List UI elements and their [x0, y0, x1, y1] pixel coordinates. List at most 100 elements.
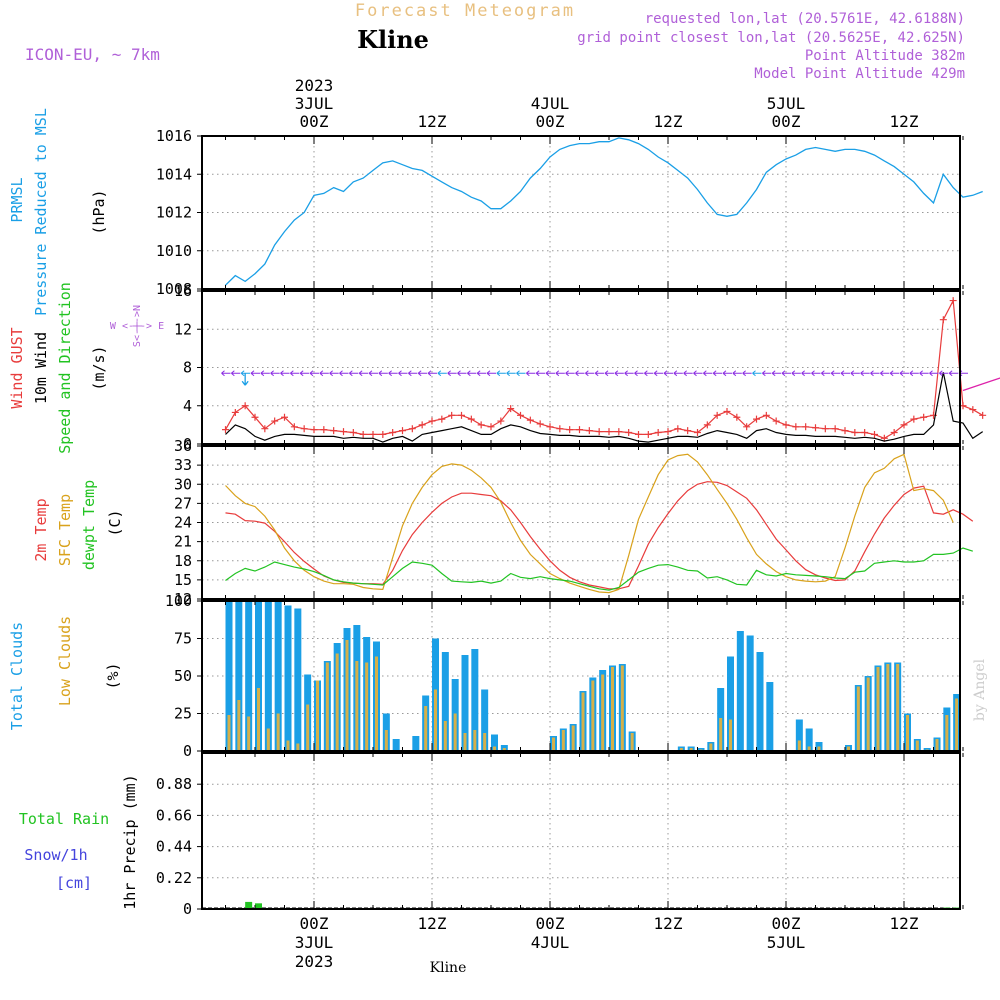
pressure-unit: (hPa)	[90, 189, 108, 234]
bottom-day-2: 4JUL	[531, 933, 570, 952]
gust-point	[841, 427, 849, 435]
gust-point	[487, 423, 495, 431]
bottom-year: 2023	[295, 952, 334, 971]
top-day-3: 5JUL	[767, 94, 806, 113]
wind-direction-arrow	[811, 370, 821, 377]
wind-unit: (m/s)	[90, 345, 108, 390]
wind-direction-arrow	[319, 370, 329, 377]
gust-point	[369, 430, 377, 438]
gust-point	[467, 415, 475, 423]
watermark: by Angel	[972, 658, 988, 721]
bottom-hour-6: 12Z	[890, 914, 919, 933]
precip-snow-label: Snow/1h	[24, 846, 87, 864]
gust-point	[399, 427, 406, 435]
wind-direction-arrow	[683, 370, 693, 377]
bottom-hour-1: 00Z	[300, 914, 329, 933]
gust-point	[300, 425, 308, 433]
wind-direction-arrow	[368, 370, 378, 377]
gust-point	[674, 425, 682, 433]
low-cloud-bar	[896, 664, 900, 751]
wind-direction-arrow	[762, 370, 772, 377]
gust-point	[654, 429, 662, 437]
wind-direction-arrow	[703, 370, 713, 377]
bottom-day-1: 3JUL	[295, 933, 334, 952]
wind-direction-arrow	[781, 370, 791, 377]
gust-point	[733, 413, 741, 421]
rain-bar	[255, 903, 262, 909]
gust-point	[281, 413, 288, 421]
wind-direction-arrow	[962, 377, 1000, 392]
gust-point	[694, 429, 701, 437]
gust-point	[595, 428, 603, 436]
low-cloud-bar	[286, 740, 290, 751]
gust-point	[871, 430, 878, 438]
y-tick-label: 27	[174, 494, 192, 512]
wind-direction-arrow	[880, 370, 890, 377]
y-tick-label: 100	[165, 592, 192, 610]
wind-direction-arrow	[712, 370, 723, 377]
wind-direction-arrow	[801, 370, 811, 377]
gust-point	[635, 430, 642, 438]
gust-point	[585, 427, 593, 435]
wind-direction-arrow	[388, 370, 398, 377]
wind-direction-arrow	[457, 370, 467, 377]
low-cloud-bar	[296, 743, 300, 751]
low-cloud-bar	[620, 665, 624, 751]
low-cloud-bar	[591, 680, 595, 751]
precip-rain-label: Total Rain	[19, 810, 109, 828]
low-cloud-bar	[886, 664, 890, 751]
bottom-hour-4: 12Z	[654, 914, 683, 933]
y-tick-label: 0.44	[156, 838, 192, 856]
gust-point	[939, 316, 947, 324]
wind-direction-arrow	[358, 370, 369, 377]
gust-point	[890, 429, 898, 437]
total-cloud-bar	[481, 689, 489, 751]
low-cloud-bar	[552, 737, 555, 751]
gust-point	[782, 421, 790, 429]
wind-direction-arrow	[339, 370, 349, 377]
low-cloud-bar	[571, 725, 575, 751]
total-cloud-bar	[284, 605, 292, 751]
gust-point	[762, 411, 770, 419]
low-cloud-bar	[316, 680, 319, 751]
low-cloud-bar	[493, 746, 496, 751]
point-altitude: Point Altitude 382m	[805, 48, 965, 64]
low-cloud-bar	[237, 700, 241, 751]
gust-point	[222, 426, 229, 434]
gust-point	[497, 417, 505, 425]
footer-location: Kline	[430, 960, 467, 976]
total-cloud-bar	[294, 608, 302, 751]
wind-direction-arrow	[270, 370, 280, 377]
total-cloud-bar	[491, 734, 498, 751]
gust-point	[576, 426, 583, 434]
wind-direction-arrow	[417, 370, 428, 377]
y-tick-label: 12	[174, 590, 192, 608]
top-day-2: 4JUL	[531, 94, 570, 113]
y-tick-label: 36	[174, 437, 192, 455]
temp-dewpt-label: dewpt Temp	[80, 480, 98, 570]
panel-frame	[201, 600, 961, 752]
total-cloud-bar	[274, 601, 282, 751]
gridpoint-coords: grid point closest lon,lat (20.5625E, 42…	[577, 30, 965, 46]
gust-point	[556, 425, 564, 433]
gust-point	[507, 405, 515, 413]
total-cloud-bar	[255, 601, 262, 751]
total-cloud-bar	[805, 728, 813, 751]
wind-direction-arrow	[447, 370, 457, 377]
wind-direction-arrow	[260, 370, 270, 377]
wind-direction-arrow	[909, 370, 919, 377]
y-tick-label: 1008	[156, 280, 192, 298]
total-cloud-bar	[461, 655, 469, 751]
wind-direction-arrow	[535, 370, 546, 377]
total-cloud-bar	[727, 656, 734, 751]
total-cloud-bar	[471, 649, 479, 751]
bottom-hour-2: 12Z	[418, 914, 447, 933]
wind-direction-arrow	[899, 370, 909, 377]
gust-point	[969, 406, 977, 414]
panels-group: 1008101010121014101604812161215182124273…	[156, 127, 1000, 918]
low-cloud-bar	[906, 715, 909, 751]
temp-dewpt-line	[225, 547, 973, 591]
bottom-hour-3: 00Z	[536, 914, 565, 933]
low-cloud-bar	[345, 640, 349, 751]
